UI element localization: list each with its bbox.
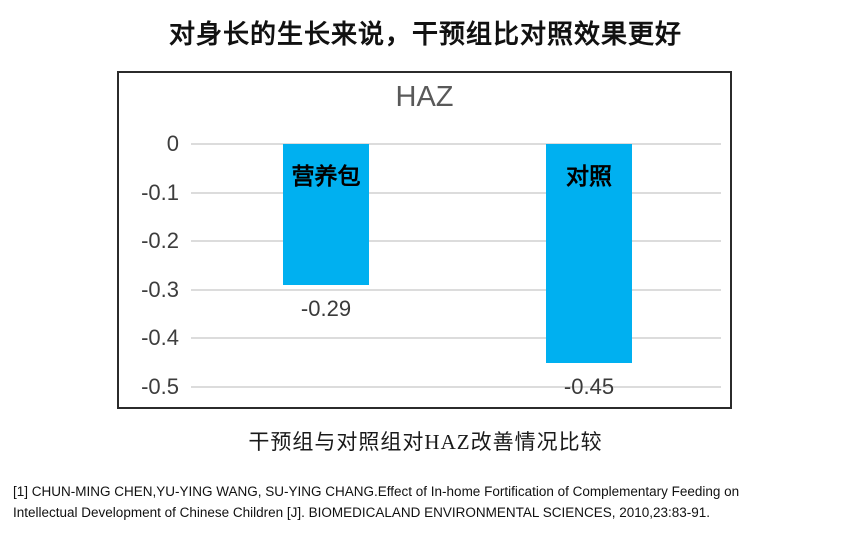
citation-line: [1] CHUN-MING CHEN,YU-YING WANG, SU-YING… [13, 484, 740, 499]
citation-line: Intellectual Development of Chinese Chil… [13, 505, 711, 520]
y-axis-tick-label: -0.1 [141, 179, 179, 205]
gridline [191, 386, 721, 388]
y-axis-tick-label: -0.5 [141, 374, 179, 399]
chart-caption: 干预组与对照组对HAZ改善情况比较 [248, 430, 603, 454]
gridline [191, 143, 721, 145]
bar-category-label: 对照 [566, 163, 612, 189]
y-axis-tick-label: 0 [166, 131, 179, 156]
page-title: 对身长的生长来说，干预组比对照效果更好 [168, 19, 682, 49]
chart-frame: HAZ 0 -0.1 -0.2 -0.3 -0.4 -0.5 营养包 -0.29 对照 -0.45 [117, 71, 732, 409]
y-axis-tick-label: -0.2 [141, 228, 179, 254]
citation: [1] CHUN-MING CHEN,YU-YING WANG, SU-YING… [13, 481, 843, 523]
y-axis-tick-label: -0.3 [141, 276, 179, 302]
chart-title: HAZ [395, 81, 454, 113]
y-axis-tick-label: -0.4 [141, 325, 179, 351]
bar-value-label: -0.45 [563, 373, 615, 399]
gridline [191, 191, 721, 194]
bar-control [546, 144, 632, 363]
gridline [191, 240, 721, 243]
bar-intervention [283, 144, 369, 285]
bar-value-label: -0.29 [300, 295, 352, 321]
gridline [191, 288, 721, 291]
gridline [191, 337, 721, 340]
plot-area: 0 -0.1 -0.2 -0.3 -0.4 -0.5 营养包 -0.29 对照 -0.45 [119, 73, 730, 407]
bar-category-label: 营养包 [291, 163, 361, 189]
